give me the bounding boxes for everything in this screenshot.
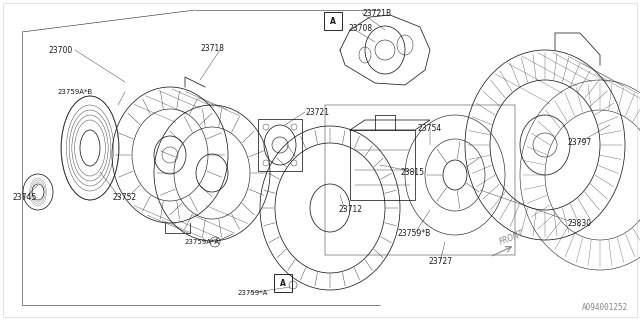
Text: 23700: 23700 <box>48 45 72 54</box>
Text: 23797: 23797 <box>568 138 592 147</box>
Text: 23759*B: 23759*B <box>397 228 430 237</box>
Text: 23721: 23721 <box>305 108 329 116</box>
Text: 23745: 23745 <box>12 194 36 203</box>
Text: 23759*A: 23759*A <box>238 290 268 296</box>
Text: 23708: 23708 <box>348 23 372 33</box>
Text: FRONT: FRONT <box>498 229 525 247</box>
Text: 23721B: 23721B <box>362 9 391 18</box>
Text: 23754: 23754 <box>417 124 441 132</box>
Text: A094001252: A094001252 <box>582 303 628 312</box>
Text: 23718: 23718 <box>200 44 224 52</box>
Text: A: A <box>280 278 286 287</box>
Text: 23759A*B: 23759A*B <box>58 89 93 95</box>
Text: 23752: 23752 <box>112 194 136 203</box>
Text: 23712: 23712 <box>338 205 362 214</box>
Text: 23727: 23727 <box>428 258 452 267</box>
Text: 23759A*A: 23759A*A <box>185 239 220 245</box>
Bar <box>258 119 302 171</box>
Text: A: A <box>330 17 336 26</box>
Text: 23815: 23815 <box>400 167 424 177</box>
Text: 23830: 23830 <box>568 219 592 228</box>
